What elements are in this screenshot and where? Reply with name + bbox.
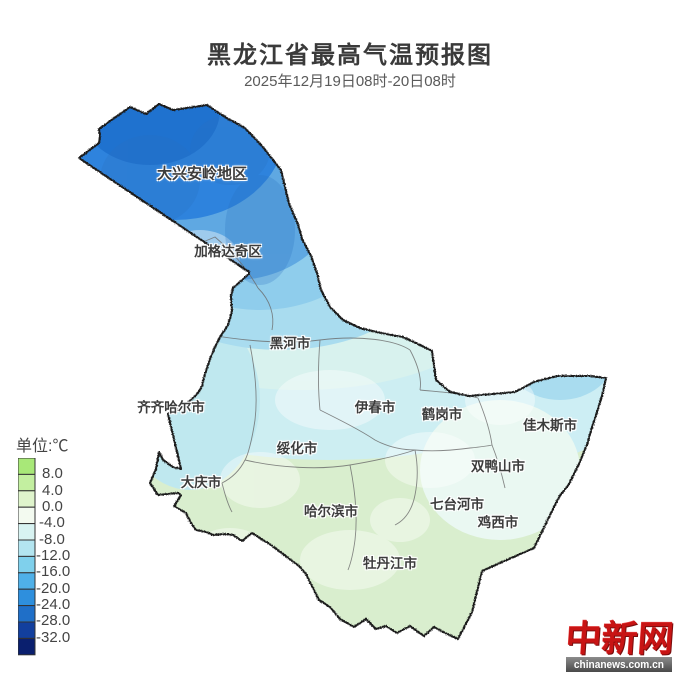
svg-text:0.0: 0.0 <box>42 498 63 515</box>
svg-text:-20.0: -20.0 <box>36 580 70 597</box>
svg-text:-28.0: -28.0 <box>36 612 70 629</box>
svg-text:-4.0: -4.0 <box>39 514 65 531</box>
svg-text:8.0: 8.0 <box>42 465 63 482</box>
svg-text:4.0: 4.0 <box>42 482 63 499</box>
svg-text:-16.0: -16.0 <box>36 563 70 580</box>
svg-text:-32.0: -32.0 <box>36 629 70 646</box>
svg-text:-8.0: -8.0 <box>39 531 65 548</box>
svg-text:-12.0: -12.0 <box>36 547 70 564</box>
svg-text:-24.0: -24.0 <box>36 596 70 613</box>
